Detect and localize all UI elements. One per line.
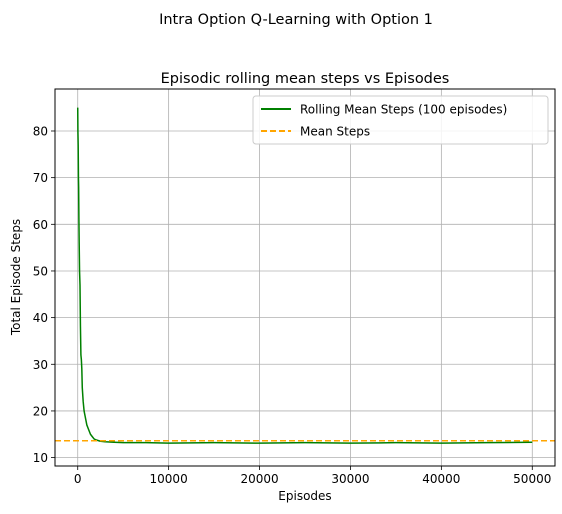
y-tick-label: 20 [33,404,48,418]
x-axis-label: Episodes [278,489,331,503]
y-tick-label: 50 [33,264,48,278]
legend-label-mean: Mean Steps [300,125,370,139]
x-tick-label: 10000 [150,472,188,486]
y-tick-label: 70 [33,171,48,185]
y-tick-label: 30 [33,358,48,372]
y-tick-label: 80 [33,124,48,138]
y-tick-label: 60 [33,218,48,232]
plot-frame [54,88,556,467]
chart-suptitle: Intra Option Q-Learning with Option 1 [159,12,433,28]
grid [55,89,555,466]
x-tick-label: 40000 [422,472,460,486]
x-tick-label: 20000 [240,472,278,486]
series-rolling-mean-line [76,107,533,444]
legend: Rolling Mean Steps (100 episodes) Mean S… [252,95,549,145]
y-tick-label: 40 [33,311,48,325]
y-axis-label: Total Episode Steps [9,219,23,336]
x-tick-label: 50000 [513,472,551,486]
legend-frame [252,95,549,145]
chart-title: Episodic rolling mean steps vs Episodes [161,71,450,87]
legend-label-rolling: Rolling Mean Steps (100 episodes) [300,103,507,117]
plot-lines [55,107,555,444]
ticks: 0 10000 20000 30000 40000 50000 10 20 30 40 50 60 70… [33,124,552,486]
y-tick-label: 10 [33,451,48,465]
x-tick-label: 0 [74,472,82,486]
x-tick-label: 30000 [331,472,369,486]
